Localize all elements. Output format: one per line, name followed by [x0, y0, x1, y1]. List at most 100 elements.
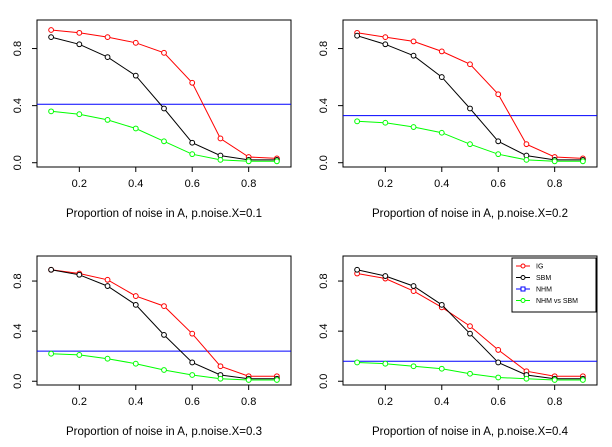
ig-point — [438, 48, 445, 55]
ig-point — [495, 347, 502, 353]
sbm-point — [76, 271, 83, 278]
sbm-point — [382, 273, 389, 279]
sbm-point — [495, 359, 502, 366]
sbm-point — [104, 54, 111, 61]
x-tick-label: 0.8 — [241, 178, 256, 190]
ig-point — [467, 323, 473, 330]
legend-marker — [520, 298, 526, 303]
nhm-vs-sbm-point — [217, 375, 224, 382]
ig-point — [104, 276, 111, 283]
sbm-point — [410, 52, 417, 59]
ig-line — [51, 269, 277, 377]
x-tick-label: 0.6 — [491, 396, 506, 408]
y-tick-label: 0.4 — [12, 323, 24, 338]
x-tick-label: 0.2 — [72, 178, 87, 190]
x-tick-label: 0.6 — [185, 396, 200, 408]
ig-point — [382, 34, 389, 41]
nhm-vs-sbm-point — [382, 119, 389, 126]
sbm-point — [104, 283, 111, 289]
y-tick-label: 0.0 — [318, 374, 330, 389]
nhm-vs-sbm-point — [161, 367, 167, 373]
ig-point — [132, 39, 139, 46]
ig-point — [189, 330, 196, 337]
legend-label: SBM — [536, 275, 551, 282]
x-tick-label: 0.6 — [185, 178, 200, 190]
y-tick-label: 0.8 — [318, 273, 330, 288]
nhm-vs-sbm-point — [48, 350, 55, 357]
chart-panel-3: 0.2 0.4 0.6 0.8 0.0 0.4 0.8 Proportion of noise… — [12, 255, 292, 438]
nhm-vs-sbm-point — [354, 118, 361, 125]
ig-line — [357, 32, 583, 159]
plot-frame — [342, 19, 598, 168]
nhm-vs-sbm-point — [523, 375, 530, 382]
x-tick-label: 0.2 — [378, 178, 393, 190]
sbm-point — [382, 41, 389, 48]
nhm-vs-sbm-point — [551, 158, 558, 165]
x-tick-label: 0.2 — [72, 396, 87, 408]
nhm-vs-sbm-point — [354, 359, 361, 366]
x-axis-title: Proportion of noise in A, p.noise.X=0.4 — [372, 426, 569, 438]
y-tick-label: 0.8 — [12, 41, 24, 56]
sbm-point — [161, 332, 167, 338]
sbm-point — [161, 105, 167, 112]
nhm-vs-sbm-point — [579, 377, 586, 383]
y-tick-label: 0.0 — [12, 374, 24, 389]
nhm-vs-sbm-point — [104, 117, 111, 123]
plot-frame — [342, 255, 598, 386]
nhm-vs-sbm-point — [495, 151, 502, 158]
y-tick-label: 0.8 — [12, 273, 24, 288]
sbm-point — [48, 34, 55, 41]
nhm-vs-sbm-point — [76, 352, 83, 358]
x-tick-label: 0.4 — [434, 178, 449, 190]
nhm-vs-sbm-point — [410, 124, 417, 130]
y-tick-label: 0.8 — [318, 41, 330, 56]
legend-marker — [520, 275, 526, 280]
sbm-point — [189, 139, 196, 146]
plot-frame — [36, 19, 292, 168]
legend-marker — [520, 286, 526, 292]
sbm-point — [438, 74, 445, 80]
sbm-point — [189, 359, 196, 366]
nhm-vs-sbm-point — [495, 374, 502, 381]
sbm-point — [467, 105, 473, 112]
chart-panel-4: 0.2 0.4 0.6 0.8 0.0 0.4 0.8 Proportion of noise… — [318, 255, 598, 438]
nhm-vs-sbm-point — [217, 156, 224, 163]
y-tick-label: 0.0 — [12, 155, 24, 170]
nhm-vs-sbm-point — [467, 370, 473, 377]
ig-point — [523, 141, 530, 148]
nhm-vs-sbm-point — [438, 365, 445, 372]
ig-point — [217, 363, 224, 370]
sbm-point — [410, 283, 417, 289]
legend-label: NHM vs SBM — [536, 298, 578, 305]
ig-point — [104, 34, 111, 41]
nhm-vs-sbm-point — [467, 141, 473, 148]
x-axis-title: Proportion of noise in A, p.noise.X=0.2 — [372, 208, 568, 220]
sbm-point — [354, 32, 361, 39]
nhm-vs-sbm-point — [189, 151, 196, 158]
x-tick-label: 0.4 — [128, 396, 143, 408]
legend-label: IG — [536, 264, 543, 271]
x-tick-label: 0.8 — [547, 396, 562, 408]
y-tick-label: 0.0 — [318, 155, 330, 170]
nhm-vs-sbm-point — [76, 111, 83, 118]
x-tick-label: 0.4 — [434, 396, 449, 408]
y-tick-label: 0.4 — [12, 98, 24, 113]
chart-panel-2: 0.2 0.4 0.6 0.8 0.0 0.4 0.8 Proportion of noise… — [318, 19, 598, 220]
x-axis-title: Proportion of noise in A, p.noise.X=0.3 — [66, 426, 262, 438]
plot-frame — [36, 255, 292, 386]
nhm-vs-sbm-point — [523, 156, 530, 163]
ig-point — [495, 91, 502, 98]
sbm-point — [132, 72, 139, 79]
x-tick-label: 0.2 — [378, 396, 393, 408]
ig-point — [410, 38, 417, 45]
sbm-line — [51, 269, 277, 380]
x-tick-label: 0.8 — [241, 396, 256, 408]
nhm-vs-sbm-point — [48, 108, 55, 115]
nhm-vs-sbm-point — [132, 360, 139, 367]
nhm-vs-sbm-point — [245, 158, 252, 165]
sbm-point — [438, 301, 445, 308]
legend-box — [511, 257, 597, 313]
nhm-vs-sbm-point — [382, 360, 389, 367]
x-tick-label: 0.8 — [547, 178, 562, 190]
